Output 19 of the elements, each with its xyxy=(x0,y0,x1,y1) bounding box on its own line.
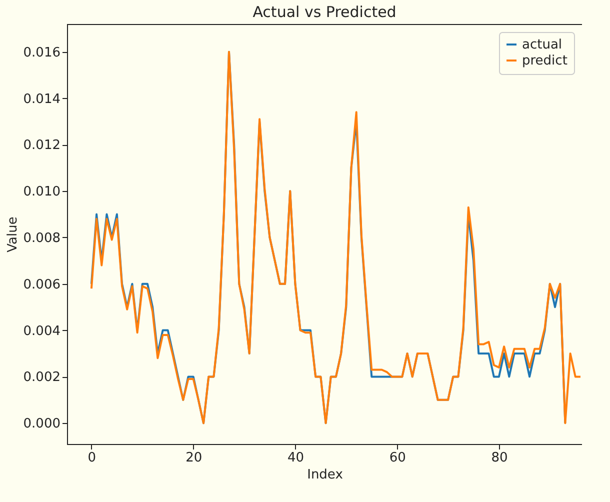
y-tick-label: 0.016 xyxy=(23,45,60,60)
x-tick-label: 60 xyxy=(389,450,406,466)
y-tick-label: 0.000 xyxy=(23,416,60,432)
x-axis-title: Index xyxy=(307,468,344,482)
legend-label: predict xyxy=(522,54,568,68)
y-tick-label: 0.010 xyxy=(23,184,60,200)
legend-label: actual xyxy=(522,38,562,52)
y-tick-label: 0.008 xyxy=(23,230,60,246)
y-axis-title: Value xyxy=(5,216,20,252)
x-tick-label: 20 xyxy=(186,450,202,466)
x-tick-label: 0 xyxy=(88,450,96,466)
x-tick-label: 40 xyxy=(287,450,304,466)
y-tick-label: 0.012 xyxy=(23,138,60,154)
y-tick-label: 0.004 xyxy=(23,324,60,339)
x-tick-label: 80 xyxy=(491,450,508,466)
chart-title: Actual vs Predicted xyxy=(252,3,396,21)
y-tick-label: 0.002 xyxy=(23,370,60,386)
y-tick-label: 0.014 xyxy=(23,92,60,107)
y-tick-label: 0.006 xyxy=(23,277,60,292)
